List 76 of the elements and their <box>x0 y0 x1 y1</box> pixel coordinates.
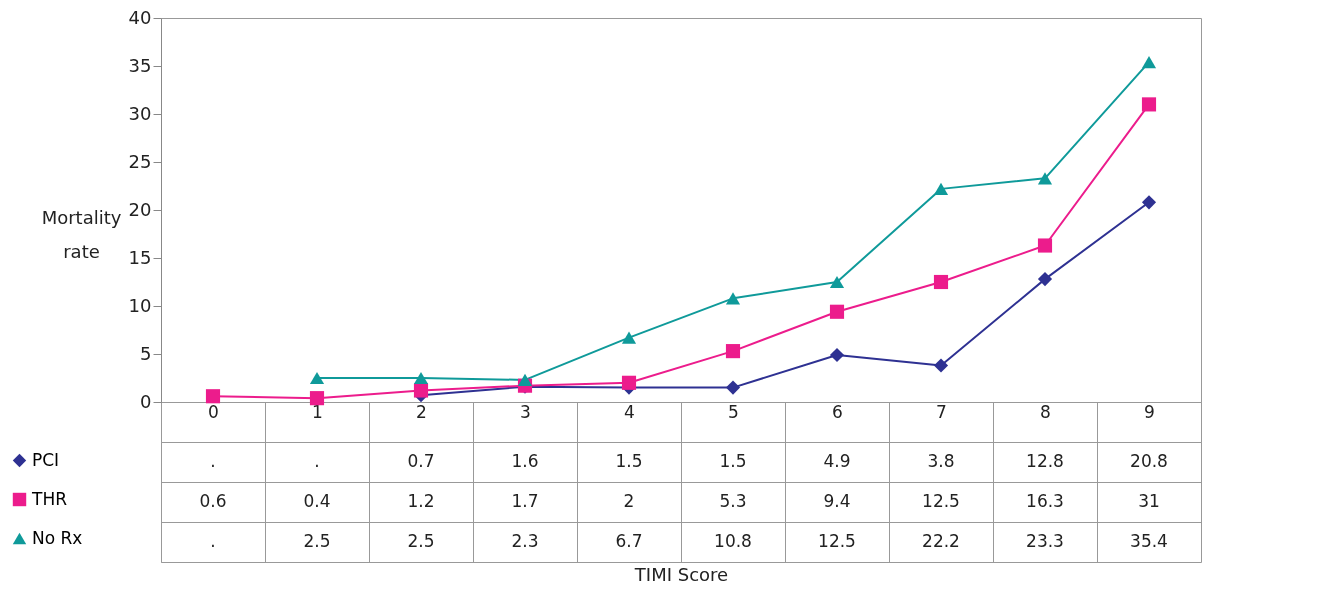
data-label: 9.4 <box>823 491 851 511</box>
x-tick-label: 2 <box>416 401 427 422</box>
data-label: 12.8 <box>1026 451 1064 471</box>
x-tick-label: 7 <box>936 401 947 422</box>
y-tick-label: 20 <box>128 198 152 220</box>
data-label: 2 <box>623 491 635 511</box>
point <box>725 380 741 395</box>
data-label: 3.8 <box>927 451 955 471</box>
legend-label: No Rx <box>32 527 83 548</box>
x-tick-label: 9 <box>1144 401 1155 422</box>
point <box>517 373 533 387</box>
data-label: 4.9 <box>823 451 851 471</box>
point <box>1037 272 1053 287</box>
data-label: 5.3 <box>719 491 747 511</box>
x-tick-label: 1 <box>312 401 323 422</box>
y-tick-label: 30 <box>128 102 152 124</box>
point <box>413 371 429 385</box>
legend-label: THR <box>31 488 68 509</box>
point <box>933 274 949 290</box>
data-label: 16.3 <box>1026 491 1064 511</box>
data-label: 10.8 <box>714 531 752 551</box>
y-tick-label: 40 <box>128 6 152 28</box>
point <box>933 358 949 373</box>
point <box>413 383 429 398</box>
point <box>829 275 845 289</box>
point <box>725 292 741 305</box>
text: . <box>210 531 216 551</box>
y-tick-label: 10 <box>128 294 152 316</box>
data-label: 1.7 <box>511 491 539 511</box>
data-label: 6.7 <box>615 531 643 551</box>
y-tick-label: 25 <box>128 150 152 172</box>
data-label: 23.3 <box>1026 531 1064 551</box>
x-tick-label: 3 <box>520 401 531 422</box>
data-label: 1.5 <box>719 451 747 471</box>
data-label: 2.3 <box>511 531 539 551</box>
point <box>621 331 637 344</box>
x-tick-label: 0 <box>208 401 219 422</box>
x-tick-label: 5 <box>728 401 739 422</box>
point <box>933 182 949 195</box>
point <box>309 391 325 406</box>
point <box>725 344 741 359</box>
data-label: 22.2 <box>922 531 960 551</box>
data-label: 1.6 <box>511 451 539 471</box>
data-label: 35.4 <box>1130 531 1168 551</box>
text: . <box>210 451 216 471</box>
legend-label: PCI <box>32 449 60 470</box>
data-label: 1.5 <box>615 451 643 471</box>
point <box>205 389 221 404</box>
point <box>1037 172 1053 185</box>
y-tick-label: 5 <box>140 342 152 364</box>
text: TIMI Score <box>633 563 729 585</box>
data-label: 12.5 <box>818 531 856 551</box>
data-label: 2.5 <box>407 531 435 551</box>
x-tick-label: 6 <box>832 401 843 422</box>
data-label: 0.4 <box>303 491 331 511</box>
data-label: 0.6 <box>199 491 227 511</box>
point <box>829 347 845 363</box>
data-label: 1.2 <box>407 491 435 511</box>
data-label: 12.5 <box>922 491 960 511</box>
point <box>309 371 325 385</box>
point <box>621 375 637 390</box>
text: . <box>314 451 320 471</box>
point <box>1141 56 1157 69</box>
point <box>829 304 845 319</box>
data-label: 31 <box>1138 491 1160 511</box>
point <box>1141 97 1157 112</box>
y-tick-label: 35 <box>128 54 152 76</box>
point <box>1037 238 1053 253</box>
data-label: 2.5 <box>303 531 331 551</box>
y-axis-title: Mortality rate <box>41 206 122 262</box>
point <box>1141 195 1157 210</box>
data-label: 20.8 <box>1130 451 1168 471</box>
x-tick-label: 4 <box>624 401 635 422</box>
data-label: 0.7 <box>407 451 435 471</box>
y-tick-label: 15 <box>128 246 152 268</box>
x-tick-label: 8 <box>1040 401 1051 422</box>
